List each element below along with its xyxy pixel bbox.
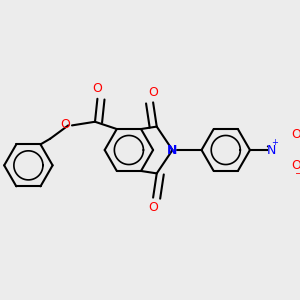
Text: N: N	[267, 143, 277, 157]
Text: O: O	[291, 128, 300, 141]
Text: N: N	[167, 143, 178, 157]
Text: O: O	[148, 86, 158, 99]
Text: −: −	[295, 169, 300, 178]
Text: O: O	[61, 118, 70, 131]
Text: +: +	[271, 138, 278, 147]
Text: O: O	[291, 159, 300, 172]
Text: O: O	[92, 82, 102, 95]
Text: O: O	[148, 201, 158, 214]
